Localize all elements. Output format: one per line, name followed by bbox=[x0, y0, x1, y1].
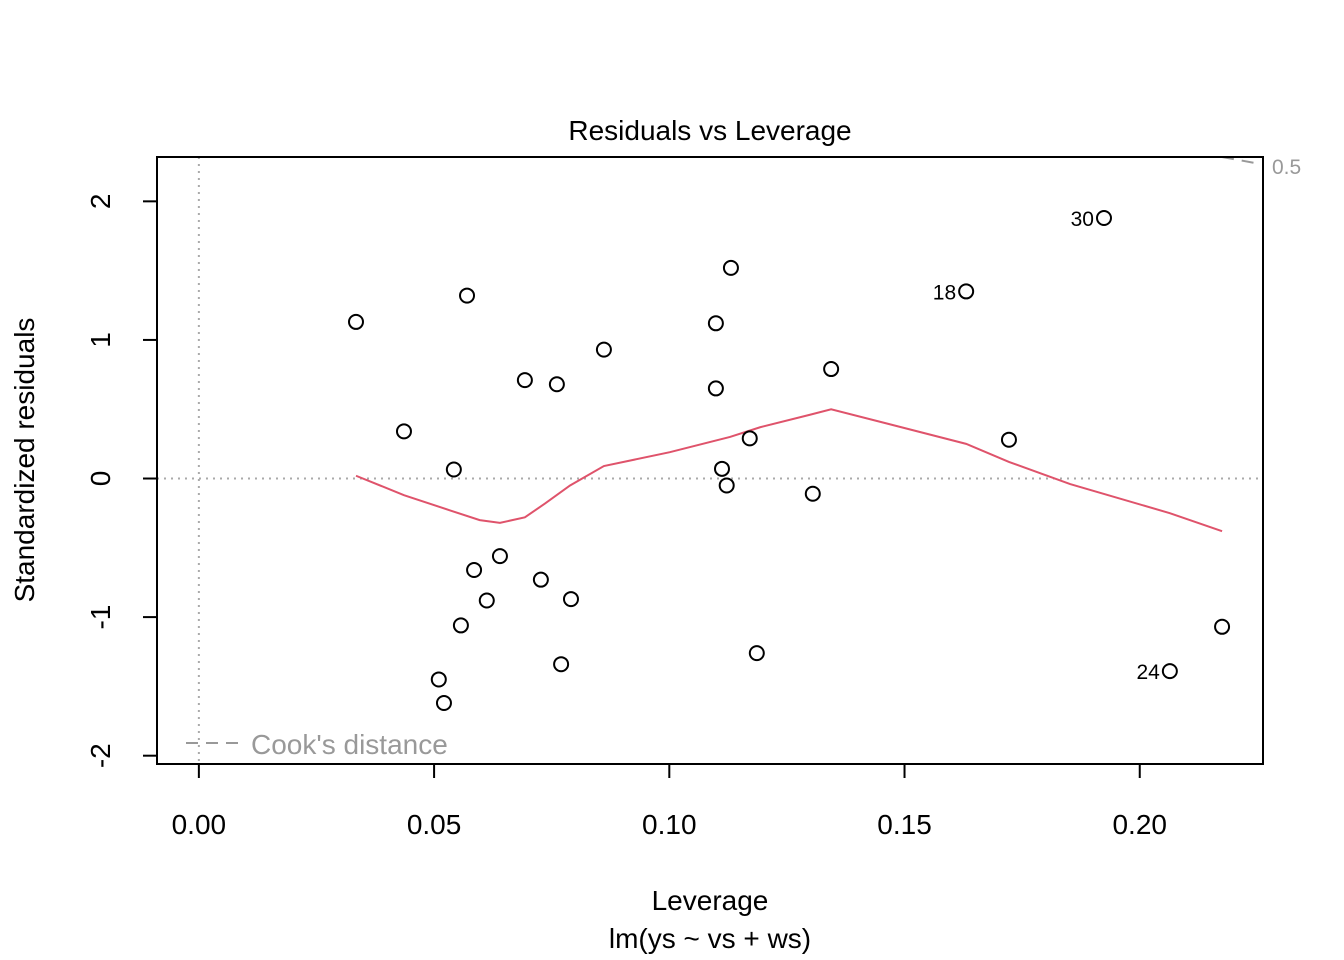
y-tick-label: -2 bbox=[85, 743, 116, 768]
data-point bbox=[713, 460, 730, 477]
point-label: 30 bbox=[1071, 208, 1094, 231]
data-point bbox=[516, 372, 533, 389]
x-axis-label: Leverage bbox=[652, 885, 769, 916]
data-point bbox=[347, 313, 364, 330]
chart-title: Residuals vs Leverage bbox=[568, 115, 851, 146]
data-point bbox=[1000, 431, 1017, 448]
data-point bbox=[435, 695, 452, 712]
y-tick-label: 0 bbox=[85, 471, 116, 487]
x-tick-label: 0.05 bbox=[407, 809, 462, 840]
data-point bbox=[722, 259, 739, 276]
data-point bbox=[491, 548, 508, 565]
x-tick-label: 0.00 bbox=[172, 809, 227, 840]
data-point bbox=[718, 477, 735, 494]
data-point bbox=[459, 287, 476, 304]
data-point bbox=[1214, 618, 1231, 635]
x-tick-label: 0.15 bbox=[877, 809, 932, 840]
cooks-distance-legend-label: Cook's distance bbox=[251, 729, 448, 760]
x-tick-label: 0.20 bbox=[1112, 809, 1167, 840]
y-tick-label: -1 bbox=[85, 605, 116, 630]
data-point bbox=[478, 592, 495, 609]
point-label: 24 bbox=[1136, 661, 1160, 684]
data-point bbox=[748, 645, 765, 662]
data-point bbox=[395, 423, 412, 440]
y-tick-label: 2 bbox=[85, 194, 116, 210]
data-point bbox=[1161, 663, 1178, 680]
plot-frame bbox=[156, 156, 1264, 765]
data-point bbox=[595, 341, 612, 358]
data-point bbox=[562, 591, 579, 608]
data-point bbox=[452, 617, 469, 634]
data-point bbox=[445, 461, 462, 478]
data-point bbox=[1095, 209, 1112, 226]
data-point bbox=[958, 283, 975, 300]
cooks-contour-label: 0.5 bbox=[1272, 156, 1301, 179]
data-point bbox=[707, 380, 724, 397]
data-point bbox=[466, 561, 483, 578]
data-point bbox=[553, 656, 570, 673]
y-axis-label: Standardized residuals bbox=[9, 318, 40, 603]
point-label: 18 bbox=[933, 281, 956, 304]
data-point bbox=[430, 671, 447, 688]
data-point bbox=[804, 485, 821, 502]
x-tick-label: 0.10 bbox=[642, 809, 697, 840]
data-point bbox=[741, 430, 758, 447]
data-point bbox=[532, 571, 549, 588]
data-point bbox=[548, 376, 565, 393]
data-point bbox=[823, 361, 840, 378]
chart-subtitle: lm(ys ~ vs + ws) bbox=[609, 923, 811, 954]
smooth-line bbox=[355, 408, 1223, 533]
y-tick-label: 1 bbox=[85, 332, 116, 348]
data-point bbox=[707, 315, 724, 332]
